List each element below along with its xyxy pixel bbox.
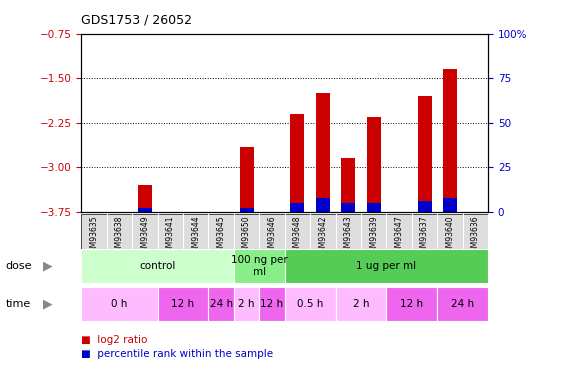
Bar <box>81 214 488 249</box>
Bar <box>417 201 431 212</box>
Bar <box>138 208 152 212</box>
Bar <box>367 117 381 212</box>
Text: ▶: ▶ <box>43 260 53 273</box>
Text: ▶: ▶ <box>43 297 53 310</box>
Text: GSM93649: GSM93649 <box>140 216 149 257</box>
Text: GSM93637: GSM93637 <box>420 216 429 257</box>
Text: GSM93642: GSM93642 <box>318 216 327 257</box>
Text: dose: dose <box>6 261 32 271</box>
Bar <box>443 69 457 212</box>
Text: 12 h: 12 h <box>172 299 195 309</box>
Bar <box>240 147 254 212</box>
Text: 24 h: 24 h <box>210 299 233 309</box>
Text: GSM93638: GSM93638 <box>115 216 124 257</box>
Bar <box>341 158 355 212</box>
Text: ■  log2 ratio: ■ log2 ratio <box>81 335 148 345</box>
Bar <box>240 208 254 212</box>
Text: GSM93641: GSM93641 <box>166 216 175 257</box>
Text: GSM93636: GSM93636 <box>471 216 480 257</box>
Bar <box>291 114 305 212</box>
Bar <box>234 249 284 283</box>
Text: GSM93635: GSM93635 <box>90 216 99 257</box>
Bar <box>158 287 209 321</box>
Bar <box>316 93 330 212</box>
Text: GSM93648: GSM93648 <box>293 216 302 257</box>
Text: 24 h: 24 h <box>451 299 474 309</box>
Bar <box>138 185 152 212</box>
Bar <box>387 287 437 321</box>
Bar <box>417 96 431 212</box>
Bar <box>335 287 387 321</box>
Text: 12 h: 12 h <box>260 299 283 309</box>
Text: ■  percentile rank within the sample: ■ percentile rank within the sample <box>81 350 273 359</box>
Text: 12 h: 12 h <box>400 299 424 309</box>
Text: GSM93644: GSM93644 <box>191 216 200 257</box>
Text: GDS1753 / 26052: GDS1753 / 26052 <box>81 13 192 26</box>
Text: GSM93639: GSM93639 <box>369 216 378 257</box>
Text: GSM93640: GSM93640 <box>445 216 454 257</box>
Text: GSM93645: GSM93645 <box>217 216 226 257</box>
Bar <box>284 249 488 283</box>
Text: GSM93647: GSM93647 <box>394 216 403 257</box>
Bar <box>367 203 381 212</box>
Bar <box>234 287 259 321</box>
Bar <box>316 198 330 212</box>
Text: time: time <box>6 299 31 309</box>
Bar <box>437 287 488 321</box>
Bar <box>291 203 305 212</box>
Text: 0.5 h: 0.5 h <box>297 299 323 309</box>
Bar <box>81 287 158 321</box>
Text: GSM93646: GSM93646 <box>268 216 277 257</box>
Bar <box>259 287 285 321</box>
Text: 2 h: 2 h <box>238 299 255 309</box>
Text: 2 h: 2 h <box>353 299 369 309</box>
Bar <box>443 198 457 212</box>
Text: 0 h: 0 h <box>111 299 128 309</box>
Bar <box>284 287 335 321</box>
Text: 100 ng per
ml: 100 ng per ml <box>231 255 288 277</box>
Text: GSM93650: GSM93650 <box>242 216 251 257</box>
Bar <box>209 287 234 321</box>
Bar <box>341 203 355 212</box>
Text: 1 ug per ml: 1 ug per ml <box>356 261 416 271</box>
Text: GSM93643: GSM93643 <box>344 216 353 257</box>
Text: control: control <box>140 261 176 271</box>
Bar <box>81 249 234 283</box>
